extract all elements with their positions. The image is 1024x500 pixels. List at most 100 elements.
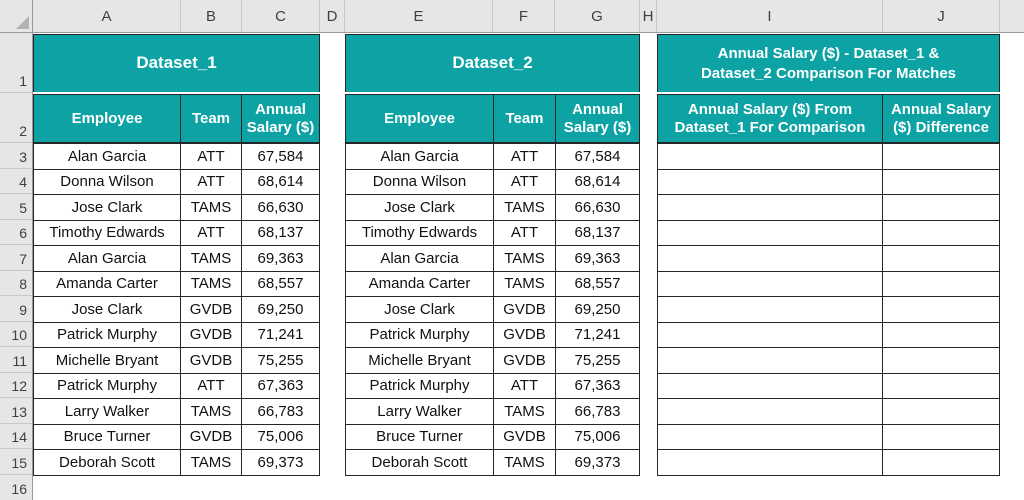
cell-team[interactable]: ATT xyxy=(181,144,241,169)
column-header-i[interactable]: I xyxy=(657,0,883,32)
cell-comparison-difference[interactable] xyxy=(883,169,999,194)
cell-team[interactable]: GVDB xyxy=(494,322,555,347)
cell-salary[interactable]: 66,630 xyxy=(242,195,319,220)
cell-salary[interactable]: 75,006 xyxy=(242,424,319,449)
row-header[interactable]: 2 xyxy=(0,93,32,143)
cell-employee[interactable]: Jose Clark xyxy=(34,297,180,322)
cell-team[interactable]: TAMS xyxy=(181,450,241,475)
cell-employee[interactable]: Michelle Bryant xyxy=(34,348,180,373)
cell-team[interactable]: TAMS xyxy=(494,450,555,475)
cell-employee[interactable]: Alan Garcia xyxy=(346,246,493,271)
cell-employee[interactable]: Jose Clark xyxy=(346,297,493,322)
cell-salary[interactable]: 71,241 xyxy=(242,322,319,347)
cell-employee[interactable]: Donna Wilson xyxy=(346,169,493,194)
cell-team[interactable]: TAMS xyxy=(494,195,555,220)
employee-header-cell[interactable]: Employee xyxy=(34,95,180,142)
cell-team[interactable]: ATT xyxy=(494,220,555,245)
cell-team[interactable]: TAMS xyxy=(181,399,241,424)
row-header[interactable]: 6 xyxy=(0,220,32,246)
cell-comparison-salary[interactable] xyxy=(658,169,882,194)
cell-salary[interactable]: 68,614 xyxy=(556,169,639,194)
row-header[interactable]: 5 xyxy=(0,194,32,220)
cell-salary[interactable]: 75,255 xyxy=(556,348,639,373)
team-header-cell[interactable]: Team xyxy=(494,95,555,142)
column-header-j[interactable]: J xyxy=(883,0,1000,32)
row-header[interactable]: 14 xyxy=(0,424,32,450)
cell-team[interactable]: ATT xyxy=(181,169,241,194)
column-header-d[interactable]: D xyxy=(320,0,345,32)
cell-team[interactable]: GVDB xyxy=(181,348,241,373)
salary-header-cell[interactable]: Annual Salary ($) xyxy=(242,95,319,142)
cell-comparison-difference[interactable] xyxy=(883,322,999,347)
cell-salary[interactable]: 66,783 xyxy=(242,399,319,424)
cell-team[interactable]: TAMS xyxy=(181,195,241,220)
cell-employee[interactable]: Alan Garcia xyxy=(34,144,180,169)
cell-employee[interactable]: Patrick Murphy xyxy=(34,373,180,398)
cell-comparison-difference[interactable] xyxy=(883,424,999,449)
cell-employee[interactable]: Bruce Turner xyxy=(346,424,493,449)
column-header-overflow[interactable] xyxy=(1000,0,1024,32)
cell-employee[interactable]: Larry Walker xyxy=(346,399,493,424)
cell-salary[interactable]: 68,614 xyxy=(242,169,319,194)
cell-comparison-salary[interactable] xyxy=(658,373,882,398)
cell-salary[interactable]: 67,584 xyxy=(242,144,319,169)
cell-team[interactable]: TAMS xyxy=(494,271,555,296)
cell-salary[interactable]: 69,373 xyxy=(556,450,639,475)
cell-salary[interactable]: 68,557 xyxy=(556,271,639,296)
team-header-cell[interactable]: Team xyxy=(181,95,241,142)
cell-employee[interactable]: Alan Garcia xyxy=(346,144,493,169)
cell-comparison-salary[interactable] xyxy=(658,246,882,271)
row-header[interactable]: 7 xyxy=(0,245,32,271)
row-header[interactable]: 4 xyxy=(0,169,32,195)
cell-team[interactable]: TAMS xyxy=(494,246,555,271)
cell-employee[interactable]: Amanda Carter xyxy=(34,271,180,296)
column-header-h[interactable]: H xyxy=(640,0,657,32)
cell-comparison-difference[interactable] xyxy=(883,297,999,322)
cell-team[interactable]: ATT xyxy=(494,169,555,194)
cell-employee[interactable]: Bruce Turner xyxy=(34,424,180,449)
dataset1-title-cell[interactable]: Dataset_1 xyxy=(33,34,320,92)
column-header-b[interactable]: B xyxy=(181,0,242,32)
cell-comparison-salary[interactable] xyxy=(658,220,882,245)
cell-team[interactable]: GVDB xyxy=(181,424,241,449)
cell-comparison-difference[interactable] xyxy=(883,450,999,475)
salary-header-cell[interactable]: Annual Salary ($) xyxy=(556,95,639,142)
cell-employee[interactable]: Deborah Scott xyxy=(34,450,180,475)
cell-salary[interactable]: 67,584 xyxy=(556,144,639,169)
row-header[interactable]: 12 xyxy=(0,373,32,399)
cell-comparison-difference[interactable] xyxy=(883,220,999,245)
cell-team[interactable]: TAMS xyxy=(181,271,241,296)
cell-employee[interactable]: Patrick Murphy xyxy=(34,322,180,347)
cell-salary[interactable]: 68,137 xyxy=(242,220,319,245)
cell-salary[interactable]: 66,630 xyxy=(556,195,639,220)
row-header[interactable]: 9 xyxy=(0,296,32,322)
cell-salary[interactable]: 67,363 xyxy=(556,373,639,398)
cell-team[interactable]: GVDB xyxy=(181,297,241,322)
cell-employee[interactable]: Jose Clark xyxy=(346,195,493,220)
column-header-a[interactable]: A xyxy=(33,0,181,32)
cell-comparison-difference[interactable] xyxy=(883,399,999,424)
cell-team[interactable]: ATT xyxy=(494,373,555,398)
cell-salary[interactable]: 75,255 xyxy=(242,348,319,373)
cell-employee[interactable]: Deborah Scott xyxy=(346,450,493,475)
cell-salary[interactable]: 69,363 xyxy=(242,246,319,271)
cell-employee[interactable]: Timothy Edwards xyxy=(34,220,180,245)
cell-comparison-salary[interactable] xyxy=(658,144,882,169)
cell-team[interactable]: ATT xyxy=(181,220,241,245)
row-header[interactable]: 8 xyxy=(0,271,32,297)
comparison-title-cell[interactable]: Annual Salary ($) - Dataset_1 & Dataset_… xyxy=(657,34,1000,92)
cell-salary[interactable]: 69,250 xyxy=(556,297,639,322)
comparison-from-dataset1-header-cell[interactable]: Annual Salary ($) From Dataset_1 For Com… xyxy=(658,95,882,142)
cell-employee[interactable]: Jose Clark xyxy=(34,195,180,220)
cell-comparison-salary[interactable] xyxy=(658,322,882,347)
cell-comparison-salary[interactable] xyxy=(658,424,882,449)
cell-comparison-difference[interactable] xyxy=(883,271,999,296)
cell-employee[interactable]: Timothy Edwards xyxy=(346,220,493,245)
cell-salary[interactable]: 69,363 xyxy=(556,246,639,271)
cell-employee[interactable]: Donna Wilson xyxy=(34,169,180,194)
cell-comparison-salary[interactable] xyxy=(658,399,882,424)
cell-salary[interactable]: 68,137 xyxy=(556,220,639,245)
cell-employee[interactable]: Patrick Murphy xyxy=(346,373,493,398)
cell-team[interactable]: GVDB xyxy=(494,424,555,449)
cell-team[interactable]: GVDB xyxy=(494,297,555,322)
